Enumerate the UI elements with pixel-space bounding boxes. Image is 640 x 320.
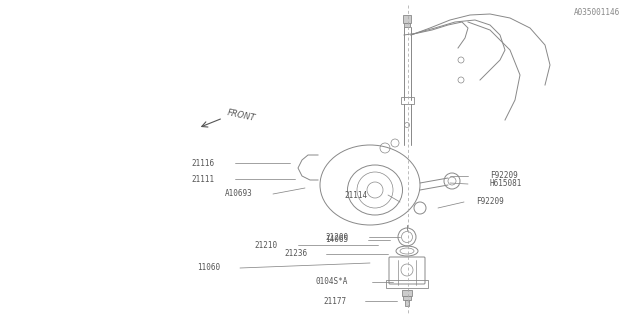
Text: 21116: 21116 — [192, 158, 215, 167]
Text: 21236: 21236 — [285, 250, 308, 259]
Text: FRONT: FRONT — [226, 108, 256, 124]
Text: 21177: 21177 — [324, 297, 347, 306]
Text: A035001146: A035001146 — [573, 8, 620, 17]
Bar — [402, 290, 412, 296]
Text: 21210: 21210 — [255, 241, 278, 250]
Bar — [401, 97, 414, 104]
Text: H615081: H615081 — [490, 180, 522, 188]
Text: A10693: A10693 — [225, 189, 253, 198]
Bar — [405, 300, 409, 306]
Text: 0104S*A: 0104S*A — [316, 277, 348, 286]
Text: 21111: 21111 — [192, 174, 215, 183]
Bar — [404, 23, 410, 27]
Bar — [403, 296, 411, 300]
Bar — [386, 280, 428, 288]
Text: F92209: F92209 — [490, 172, 518, 180]
Text: F92209: F92209 — [476, 197, 504, 206]
Text: 14065: 14065 — [325, 236, 348, 244]
Text: 11060: 11060 — [197, 263, 220, 273]
Bar — [403, 15, 411, 23]
Text: 21200: 21200 — [326, 233, 349, 242]
Text: 21114: 21114 — [345, 190, 368, 199]
